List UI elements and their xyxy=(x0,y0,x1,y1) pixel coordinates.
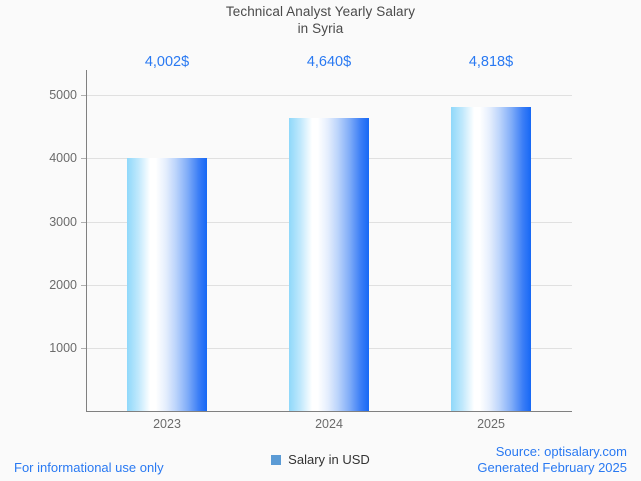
gridline-5000 xyxy=(86,95,572,97)
bar-value-label-2024: 4,640$ xyxy=(306,54,352,70)
footer-generated-date: Generated February 2025 xyxy=(477,460,627,475)
chart-title: Technical Analyst Yearly Salary in Syria xyxy=(0,3,641,37)
y-tick-mark-3000 xyxy=(81,221,86,223)
y-tick-label-4000: 4000 xyxy=(49,151,77,166)
y-tick-mark-2000 xyxy=(81,284,86,286)
x-tick-label-2025: 2025 xyxy=(477,417,505,431)
y-tick-mark-5000 xyxy=(81,95,86,97)
y-tick-label-3000: 3000 xyxy=(49,214,77,229)
footer-disclaimer: For informational use only xyxy=(14,460,164,475)
chart-title-line-1: Technical Analyst Yearly Salary xyxy=(225,4,416,19)
bar-2025[interactable] xyxy=(451,106,531,411)
y-tick-label-5000: 5000 xyxy=(49,88,77,103)
plot-area xyxy=(81,70,572,412)
bar-value-label-2023: 4,002$ xyxy=(144,54,190,70)
y-axis-line xyxy=(86,70,87,411)
bar-value-label-2025: 4,818$ xyxy=(468,54,514,70)
y-tick-mark-1000 xyxy=(81,347,86,349)
y-tick-label-1000: 1000 xyxy=(49,340,77,355)
chart-title-line-2: in Syria xyxy=(297,21,344,36)
x-axis-line xyxy=(86,411,572,412)
bar-2023[interactable] xyxy=(127,158,207,411)
y-tick-label-2000: 2000 xyxy=(49,277,77,292)
footer-source-block: Source: optisalary.com Generated Februar… xyxy=(477,444,627,476)
x-tick-label-2023: 2023 xyxy=(153,417,181,431)
legend-color-swatch-icon xyxy=(271,454,282,465)
footer-source: Source: optisalary.com xyxy=(495,444,627,459)
bar-2024[interactable] xyxy=(289,118,369,411)
chart-legend[interactable]: Salary in USD xyxy=(0,452,641,467)
legend-item-label: Salary in USD xyxy=(288,452,370,467)
x-tick-label-2024: 2024 xyxy=(315,417,343,431)
y-tick-mark-4000 xyxy=(81,158,86,160)
